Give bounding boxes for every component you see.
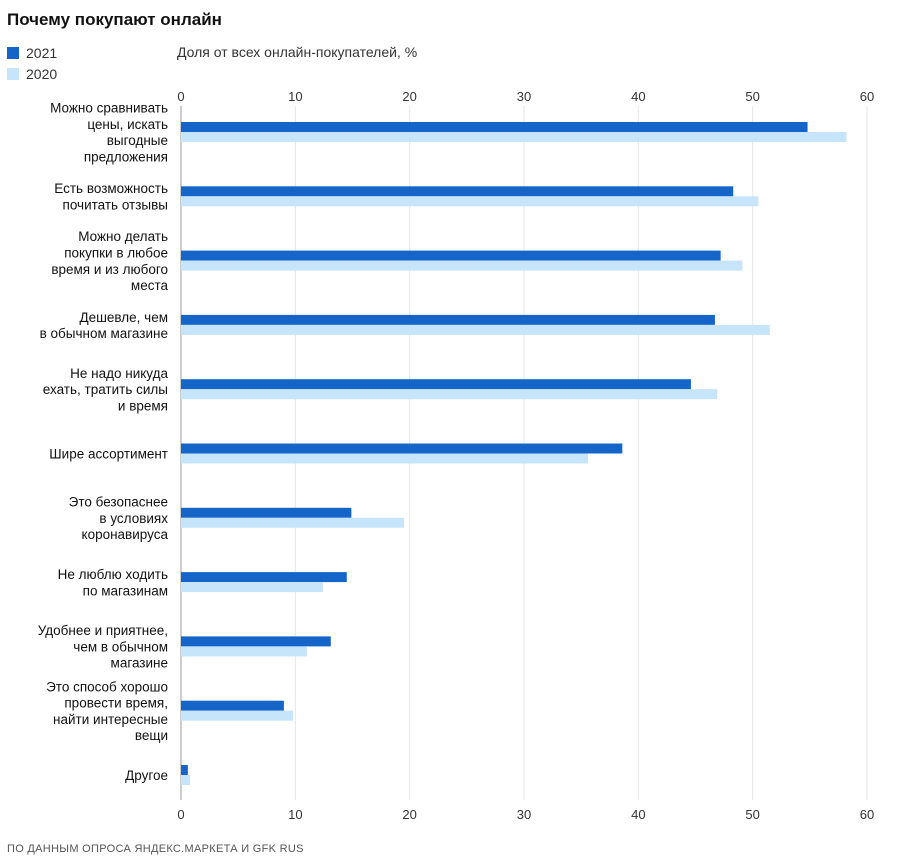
top-tick-label: 10: [288, 89, 302, 104]
category-label: Шире ассортимент: [49, 447, 168, 462]
bar-2021: [181, 314, 715, 325]
bar-2021: [181, 507, 352, 518]
bar-2021: [181, 122, 808, 132]
category-label: ехать, тратить силы: [43, 382, 168, 397]
bar-2021: [181, 765, 188, 775]
top-tick-label: 50: [745, 89, 759, 104]
bottom-tick-label: 60: [860, 807, 874, 822]
bottom-tick-label: 50: [745, 807, 759, 822]
bar-2020: [181, 389, 718, 400]
category-label: цены, искать: [87, 117, 168, 132]
bar-2020: [181, 710, 294, 721]
bar-2021: [181, 379, 691, 390]
category-label: чем в обычном: [73, 639, 168, 654]
category-label: время и из любого: [51, 262, 168, 277]
legend-label-2020: 2020: [26, 65, 58, 82]
category-label: Есть возможность: [54, 181, 168, 196]
bar-2020: [181, 453, 589, 464]
category-label: и время: [118, 399, 168, 414]
bar-2020: [181, 324, 770, 335]
legend-item-2020: 2020: [7, 63, 57, 84]
category-label: вещи: [135, 728, 168, 743]
bar-2021: [181, 443, 623, 454]
category-label: в условиях: [99, 511, 168, 526]
category-label: почитать отзывы: [63, 197, 168, 212]
bar-2020: [181, 775, 191, 785]
category-label: найти интересные: [53, 712, 168, 727]
category-label: Это безопаснее: [69, 495, 168, 510]
category-label: коронавируса: [82, 527, 169, 542]
legend-label-2021: 2021: [26, 44, 58, 61]
source-note: ПО ДАННЫМ ОПРОСА ЯНДЕКС.МАРКЕТА И GFK RU…: [7, 843, 304, 855]
bar-2020: [181, 646, 307, 657]
bar-2020: [181, 260, 743, 271]
category-label: магазине: [111, 656, 168, 671]
category-label: Дешевле, чем: [79, 310, 168, 325]
category-label: выгодные: [107, 133, 168, 148]
bottom-tick-label: 10: [288, 807, 302, 822]
category-label: Это способ хорошо: [46, 679, 168, 694]
category-label: Не надо никуда: [70, 366, 168, 381]
bottom-tick-label: 30: [517, 807, 531, 822]
bar-2021: [181, 572, 347, 583]
top-tick-label: 60: [860, 89, 874, 104]
top-tick-label: 40: [631, 89, 645, 104]
top-tick-label: 30: [517, 89, 531, 104]
category-label: Можно делать: [78, 229, 168, 244]
bar-2021: [181, 700, 284, 711]
legend-item-2021: 2021: [7, 42, 57, 63]
category-label: Можно сравнивать: [50, 101, 168, 116]
bar-2021: [181, 186, 734, 197]
bottom-tick-label: 0: [177, 807, 184, 822]
category-label: по магазинам: [83, 583, 168, 598]
bar-2020: [181, 517, 404, 528]
category-label: места: [131, 278, 169, 293]
bar-2021: [181, 250, 721, 261]
bar-2021: [181, 636, 331, 647]
bar-2020: [181, 196, 759, 207]
bottom-tick-label: 40: [631, 807, 645, 822]
legend-swatch-2020: [7, 67, 19, 80]
top-tick-label: 20: [402, 89, 416, 104]
top-tick-label: 0: [177, 89, 184, 104]
legend-swatch-2021: [7, 46, 19, 59]
legend: 2021 2020: [7, 42, 57, 84]
category-label: Удобнее и приятнее,: [38, 623, 168, 638]
bar-2020: [181, 582, 323, 593]
category-label: покупки в любое: [64, 245, 168, 260]
category-label: предложения: [84, 149, 168, 164]
category-label: в обычном магазине: [40, 326, 168, 341]
x-axis-title: Доля от всех онлайн-покупателей, %: [177, 44, 418, 60]
bar-2020: [181, 132, 847, 142]
category-label: провести время,: [64, 696, 168, 711]
bottom-tick-label: 20: [402, 807, 416, 822]
category-label: Не люблю ходить: [58, 567, 168, 582]
category-label: Другое: [125, 768, 168, 783]
chart-title: Почему покупают онлайн: [7, 10, 222, 29]
